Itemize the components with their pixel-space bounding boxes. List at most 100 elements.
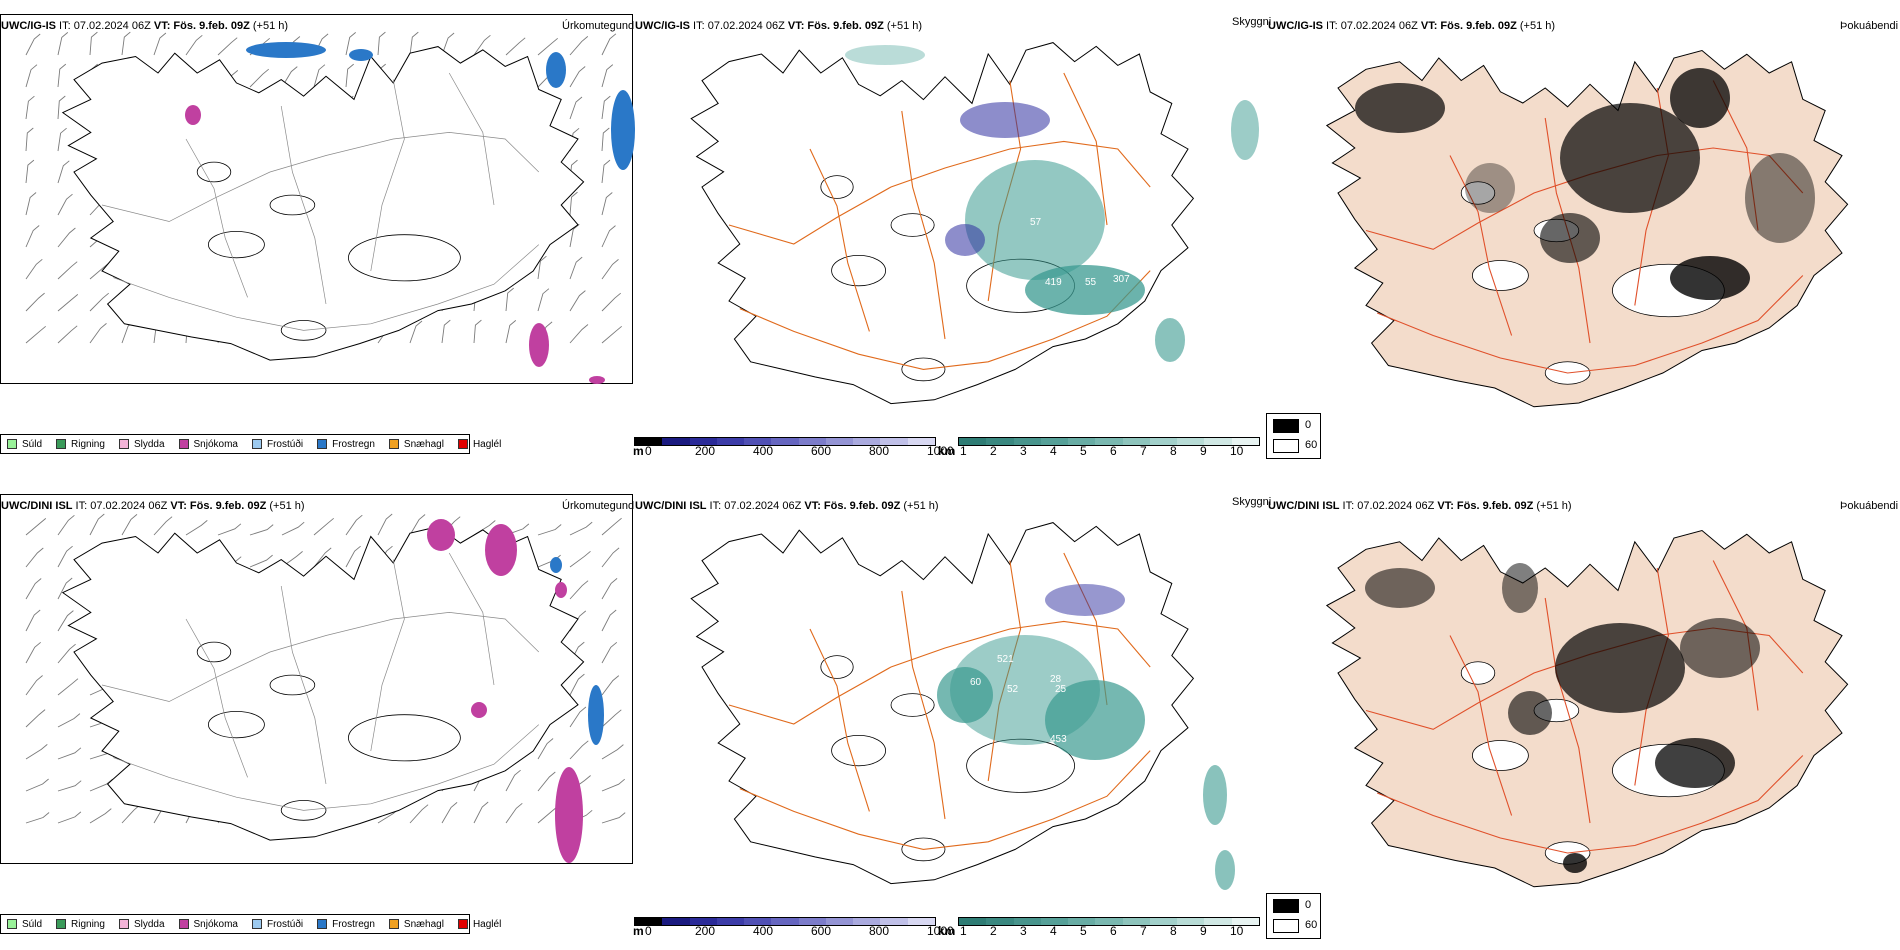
- wind-barb: [57, 63, 67, 88]
- wind-barb: [601, 192, 613, 216]
- wind-barb: [537, 771, 556, 792]
- legend-label: Snjókoma: [193, 918, 238, 930]
- colorbar-step: [1204, 918, 1232, 925]
- wind-barb: [57, 643, 76, 664]
- wind-barb: [249, 68, 269, 88]
- visibility-tick-label: 7: [1140, 444, 1147, 458]
- ceiling-tick-label: 600: [811, 444, 832, 458]
- visibility-unit: km: [938, 444, 956, 458]
- visibility-area: [1231, 100, 1259, 160]
- legend-item: Frostúði: [251, 439, 303, 450]
- visibility-tick-label: 6: [1110, 444, 1117, 458]
- it-label: IT:: [690, 20, 708, 32]
- wind-barb: [377, 31, 386, 56]
- wind-barb: [569, 550, 591, 568]
- wind-barb: [601, 709, 622, 728]
- visibility-tick-label: 10: [1230, 924, 1244, 938]
- colorbar-step: [1095, 438, 1123, 445]
- colorbar-step: [635, 438, 663, 445]
- model-name: UWC/IG-IS: [1268, 20, 1323, 32]
- legend-label: Snjókoma: [193, 438, 238, 450]
- wind-barb: [569, 223, 580, 248]
- wind-barb: [153, 32, 167, 56]
- glacier-outline: [820, 655, 854, 679]
- wind-barb: [537, 524, 562, 536]
- road-line: [280, 585, 327, 785]
- model-name: UWC/IG-IS: [635, 20, 690, 32]
- wind-barb: [441, 32, 455, 56]
- legend-item: Slydda: [118, 439, 165, 450]
- visibility-tick-label: 6: [1110, 924, 1117, 938]
- model-name: UWC/DINI ISL: [635, 500, 707, 512]
- colorbar-step: [1122, 918, 1150, 925]
- valid-time: Fös. 9.feb. 09Z: [173, 20, 253, 32]
- fog-area: [1680, 618, 1760, 678]
- wind-barb: [25, 225, 40, 248]
- legend-item: Rigning: [56, 439, 105, 450]
- precip-area-snjokoma: [555, 767, 583, 863]
- fog-area: [1563, 853, 1587, 873]
- visibility-value-label: 307: [1113, 274, 1130, 285]
- precip-area-frostregn: [246, 42, 326, 58]
- fog-area: [1540, 213, 1600, 263]
- wind-barb: [57, 261, 78, 280]
- init-time: 07.02.2024 06Z: [707, 20, 788, 32]
- colorbar-step: [1013, 438, 1041, 445]
- wind-barb: [25, 744, 48, 760]
- visibility-value-label: 25: [1055, 684, 1067, 695]
- precip-type-legend: Súld Rigning Slydda Snjókoma Frostúði Frostre…: [0, 914, 501, 934]
- wind-barb: [537, 37, 558, 56]
- road-line: [1063, 72, 1108, 226]
- wind-barb: [57, 780, 82, 792]
- visibility-tick-label: 2: [990, 924, 997, 938]
- init-time: 07.02.2024 06Z: [1340, 20, 1421, 32]
- wind-barb: [345, 545, 361, 568]
- glacier-outline: [269, 674, 316, 696]
- iceland-coastline: [690, 42, 1195, 405]
- glacier-outline: [347, 234, 461, 282]
- lead-time: (+51 h): [1536, 500, 1572, 512]
- legend-label: Frostregn: [332, 438, 375, 450]
- ceiling-area: [945, 224, 985, 256]
- vt-label: VT:: [787, 20, 808, 32]
- wind-barb: [601, 225, 616, 248]
- colorbar-step: [744, 438, 772, 445]
- panel-title-precip-type: Úrkomutegund: [562, 20, 635, 32]
- legend-swatch: [251, 919, 262, 929]
- colorbar-step: [1013, 918, 1041, 925]
- wind-barb: [505, 769, 521, 792]
- glacier-outline: [196, 161, 232, 183]
- it-label: IT:: [1323, 20, 1341, 32]
- visibility-area: [1045, 680, 1145, 760]
- ceiling-tick-label: 400: [753, 444, 774, 458]
- panel-title-visibility: Skyggni: [1232, 16, 1272, 28]
- colorbar-step: [635, 918, 663, 925]
- wind-barb: [569, 580, 589, 600]
- it-label: IT:: [1339, 500, 1358, 512]
- wind-barb: [25, 641, 41, 664]
- wind-barb: [57, 325, 78, 344]
- fog-index-map: [1325, 49, 1849, 408]
- wind-barb: [313, 64, 326, 88]
- visibility-value-label: 55: [1085, 277, 1097, 288]
- glacier-outline: [1460, 661, 1496, 685]
- wind-barb: [601, 517, 622, 536]
- legend-label: Slydda: [133, 918, 165, 930]
- visibility-area: [965, 160, 1105, 280]
- model-name: UWC/DINI ISL: [1, 500, 73, 512]
- colorbar-step: [1095, 918, 1123, 925]
- colorbar-step: [716, 438, 745, 445]
- glacier-outline: [207, 231, 265, 259]
- panel-header: UWC/DINI ISL IT: 07.02.2024 06Z VT: Fös.…: [635, 500, 939, 513]
- visibility-tick-label: 3: [1020, 444, 1027, 458]
- road-line: [728, 620, 1151, 725]
- fog-area: [1555, 623, 1685, 713]
- it-label: IT:: [56, 20, 74, 32]
- fog-area: [1355, 83, 1445, 133]
- colorbar-step: [744, 918, 772, 925]
- ceiling-tick-label: 0: [645, 444, 652, 458]
- road-line: [1544, 597, 1591, 824]
- ceiling-tick-label: 600: [811, 924, 832, 938]
- legend-swatch: [7, 439, 17, 449]
- glacier-outline: [820, 175, 854, 199]
